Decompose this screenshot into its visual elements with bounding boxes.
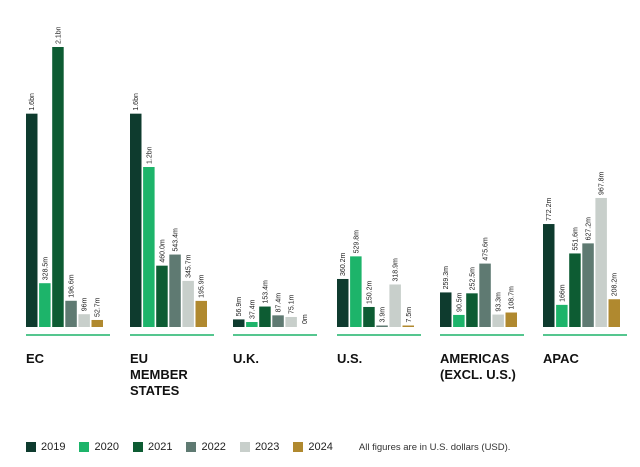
bar	[169, 254, 181, 327]
bar	[246, 322, 258, 327]
bar-value-label: 108.7m	[509, 286, 516, 310]
bar	[492, 314, 504, 327]
bar-value-label: 195.9m	[199, 274, 206, 298]
bar-value-label: 543.4m	[173, 228, 180, 252]
bar-value-label: 7.5m	[406, 307, 413, 323]
bar-value-label: 56.9m	[236, 297, 243, 317]
bar	[272, 315, 284, 327]
bar-value-label: 1.6bn	[133, 93, 140, 111]
bar-value-label: 772.2m	[546, 198, 553, 222]
bar-value-label: 529.8m	[353, 230, 360, 254]
group-label: EC	[26, 351, 45, 366]
bar	[52, 47, 64, 327]
legend-swatch	[79, 442, 90, 452]
legend-swatch	[26, 442, 36, 452]
bar	[402, 325, 414, 327]
bar-value-label: 627.2m	[586, 217, 593, 241]
bar-value-label: 196.6m	[69, 274, 76, 298]
bar	[156, 265, 168, 327]
bar	[363, 306, 375, 327]
bar	[479, 263, 491, 327]
unit-note: All figures are in U.S. dollars (USD).	[358, 441, 511, 453]
bar-value-label: 75.1m	[289, 294, 296, 314]
bar	[556, 304, 568, 327]
bar	[182, 280, 194, 327]
legend-item: 2024	[293, 441, 333, 453]
bar-value-label: 318.9m	[393, 258, 400, 282]
group-label: AMERICAS (EXCL. U.S.)	[440, 351, 516, 382]
bar	[608, 299, 620, 327]
legend-label: 2023	[254, 441, 280, 453]
bar-value-label: 252.5m	[469, 267, 476, 291]
bar	[285, 316, 297, 327]
legend-swatch	[132, 442, 143, 452]
bar-value-label: 3.9m	[380, 307, 387, 323]
legend: 2019 2020 2021 2022 2023 2024 All figures are…	[26, 441, 510, 453]
legend-swatch	[293, 442, 304, 452]
bar-value-label: 166m	[559, 284, 566, 302]
legend-item: 2023	[239, 441, 280, 453]
bar	[376, 325, 388, 327]
legend-label: 2024	[308, 441, 333, 453]
bar-value-label: 150.2m	[366, 280, 373, 304]
legend-label: 2021	[147, 441, 173, 453]
bar-value-label: 360.2m	[340, 252, 347, 276]
bar	[505, 312, 517, 327]
legend-item: 2020	[79, 441, 119, 453]
bar	[65, 300, 77, 327]
bar	[130, 113, 142, 328]
bar-value-label: 0m	[302, 314, 309, 324]
bar-value-label: 460.0m	[159, 239, 166, 263]
bar-value-label: 153.4m	[262, 280, 269, 304]
bar-value-label: 967.8m	[599, 171, 606, 195]
bar-value-label: 93.3m	[496, 292, 503, 312]
bar-value-label: 52.7m	[95, 297, 102, 317]
bar	[259, 306, 271, 327]
bar	[39, 283, 51, 327]
group-label: U.S.	[337, 351, 363, 366]
bar	[350, 256, 362, 327]
bar	[569, 253, 581, 327]
bar	[337, 278, 349, 327]
bar-value-label: 90.5m	[456, 292, 463, 312]
bar	[233, 319, 245, 327]
bar-value-label: 345.7m	[186, 254, 193, 278]
bar-value-label: 2.1bn	[55, 26, 62, 44]
legend-label: 2022	[201, 441, 226, 453]
bar-value-label: 328.5m	[42, 257, 49, 281]
bar	[440, 292, 452, 327]
bar-value-label: 1.2bn	[146, 146, 153, 164]
group-label: EU MEMBER STATES	[130, 351, 188, 398]
bar-chart: 1.6bn 328.5m 2.1bn 196.6m 96m 52.7m 1.6bn 1.2bn…	[26, 26, 627, 336]
bar-value-label: 96m	[82, 297, 89, 311]
bar	[595, 197, 607, 327]
legend-item: 2019	[26, 441, 65, 453]
bar-value-label: 259.3m	[443, 266, 450, 290]
legend-label: 2020	[94, 441, 119, 453]
bar-value-label: 475.6m	[483, 237, 490, 261]
bar	[91, 319, 103, 327]
group-label: APAC	[543, 351, 579, 366]
legend-swatch	[186, 442, 197, 452]
group-label: U.K.	[233, 351, 259, 366]
bar	[78, 314, 90, 327]
bar	[466, 293, 478, 327]
bar-value-label: 208.2m	[612, 273, 619, 297]
bar-value-label: 37.4m	[249, 299, 256, 319]
legend-item: 2022	[186, 441, 226, 453]
legend-swatch	[239, 442, 250, 452]
bar	[543, 224, 555, 327]
bar-value-label: 87.4m	[276, 293, 283, 313]
bar	[389, 284, 401, 327]
legend-label: 2019	[41, 441, 66, 453]
bar	[195, 300, 207, 327]
bar	[582, 243, 594, 327]
bar	[143, 167, 155, 327]
bar-value-label: 551.6m	[572, 227, 579, 251]
legend-item: 2021	[132, 441, 173, 453]
bar	[453, 314, 465, 327]
bar	[26, 113, 38, 328]
bar-value-label: 1.6bn	[29, 93, 36, 111]
